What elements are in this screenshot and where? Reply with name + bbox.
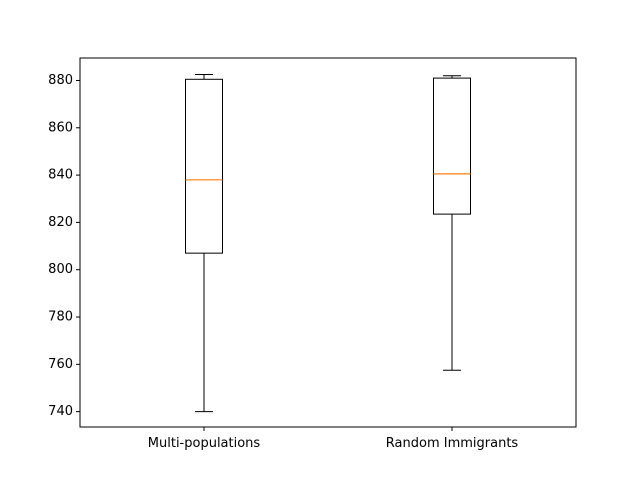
box-plot-group bbox=[185, 74, 223, 413]
axis-ticks: 740 760 780 800 820 840 860 880 Multi-population… bbox=[48, 73, 518, 451]
y-tick-label: 820 bbox=[48, 215, 73, 230]
y-tick-label: 840 bbox=[48, 168, 73, 183]
box-plots bbox=[185, 74, 471, 413]
y-tick-label: 740 bbox=[48, 404, 73, 419]
x-tick-label: Multi-populations bbox=[148, 436, 261, 451]
plot-frame bbox=[79, 57, 577, 428]
iqr-box bbox=[185, 78, 223, 254]
y-tick-label: 760 bbox=[48, 357, 73, 372]
y-tick-label: 880 bbox=[48, 73, 73, 88]
iqr-box bbox=[433, 77, 471, 215]
x-tick-label: Random Immigrants bbox=[386, 436, 519, 451]
y-tick-label: 800 bbox=[48, 262, 73, 277]
y-tick-label: 860 bbox=[48, 120, 73, 135]
box-plot-group bbox=[433, 75, 471, 371]
y-tick-label: 780 bbox=[48, 310, 73, 325]
